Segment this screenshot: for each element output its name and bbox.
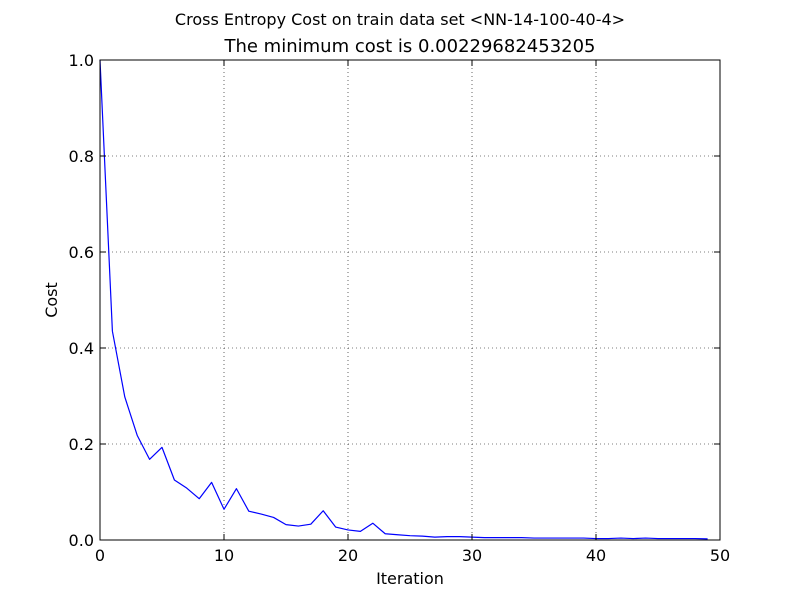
grid (100, 60, 720, 540)
y-tick-label: 0.4 (69, 339, 94, 358)
tick-labels: 0 10 20 30 40 50 0.0 0.2 0.4 0.6 0.8 1.0 (69, 51, 731, 565)
y-tick-label: 0.2 (69, 435, 94, 454)
y-tick-label: 0.0 (69, 531, 94, 550)
x-tick-label: 30 (462, 546, 482, 565)
y-tick-label: 0.8 (69, 147, 94, 166)
y-axis-label: Cost (42, 282, 61, 318)
series-layer (99, 59, 708, 540)
x-tick-label: 50 (710, 546, 730, 565)
x-tick-label: 10 (214, 546, 234, 565)
chart-suptitle: Cross Entropy Cost on train data set <NN… (175, 10, 625, 29)
cost-series-line (99, 59, 708, 540)
y-tick-label: 0.6 (69, 243, 94, 262)
chart-title: The minimum cost is 0.00229682453205 (223, 36, 595, 57)
x-tick-label: 0 (95, 546, 105, 565)
ticks (99, 59, 721, 541)
x-axis-label: Iteration (376, 569, 444, 588)
plot-area (100, 60, 720, 540)
x-tick-label: 20 (338, 546, 358, 565)
x-tick-label: 40 (586, 546, 606, 565)
plot-frame (99, 59, 721, 541)
y-tick-label: 1.0 (69, 51, 94, 70)
